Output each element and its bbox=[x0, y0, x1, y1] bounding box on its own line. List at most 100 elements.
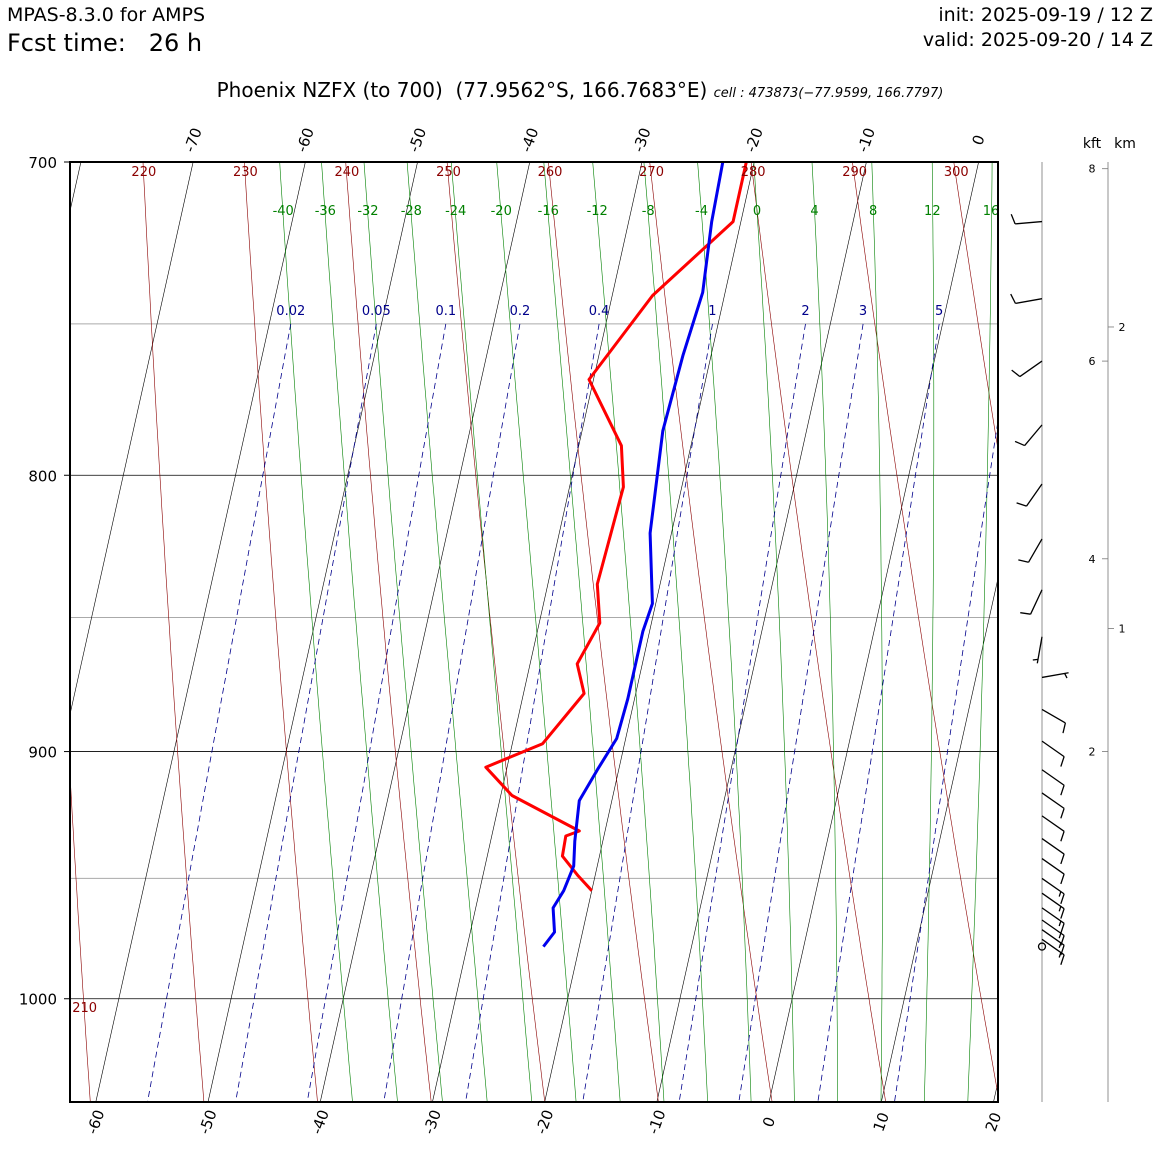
mixing-ratio-label: 0.1 bbox=[435, 304, 456, 319]
moist-adiabat bbox=[321, 162, 398, 1102]
mixing-ratio-label: 1 bbox=[708, 304, 716, 319]
valid-time: valid: 2025-09-20 / 14 Z bbox=[922, 29, 1153, 51]
kft-tick-label: 8 bbox=[1089, 163, 1096, 176]
cell-info: cell : 473873(−77.9599, 166.7797) bbox=[713, 86, 944, 101]
wind-barb bbox=[1041, 892, 1065, 919]
isotherm bbox=[70, 162, 194, 716]
dry-adiabat bbox=[953, 162, 998, 452]
dry-adiabat bbox=[1055, 162, 1160, 1113]
moist-adiabat-label: -28 bbox=[401, 204, 422, 219]
isotherm-tick-label-top: -10 bbox=[854, 125, 879, 154]
isotherm bbox=[656, 162, 867, 1102]
dry-adiabat bbox=[70, 770, 91, 1102]
isotherm bbox=[768, 162, 979, 1102]
moist-adiabat bbox=[753, 162, 795, 1102]
dry-adiabat bbox=[852, 162, 998, 1097]
pressure-tick-label: 800 bbox=[28, 467, 57, 485]
mixing-ratio-label: 3 bbox=[859, 304, 867, 319]
isotherm-tick-label-top: -60 bbox=[293, 125, 318, 154]
wind-barb bbox=[1016, 483, 1043, 507]
isotherm-tick-label-top: -70 bbox=[180, 125, 205, 154]
moist-adiabat bbox=[363, 162, 443, 1102]
wind-barb bbox=[1041, 838, 1065, 865]
dry-adiabat-label: 250 bbox=[436, 165, 461, 180]
wind-barb bbox=[1014, 424, 1043, 447]
mixing-ratio-line bbox=[894, 418, 998, 1102]
moist-adiabat-label: 12 bbox=[924, 204, 941, 219]
isotherm-tick-label-top: -30 bbox=[629, 125, 654, 154]
isotherm-tick-label-bottom: 20 bbox=[982, 1110, 1005, 1134]
wind-barb bbox=[1020, 589, 1043, 615]
moist-adiabat bbox=[451, 162, 533, 1102]
isotherm bbox=[432, 162, 643, 1102]
chart-title: Phoenix NZFX (to 700) (77.9562°S, 166.76… bbox=[0, 78, 1160, 102]
moist-adiabat-label: -32 bbox=[357, 204, 378, 219]
moist-adiabat bbox=[279, 162, 353, 1102]
moist-adiabat bbox=[496, 162, 577, 1102]
pressure-tick-label: 900 bbox=[28, 744, 57, 762]
moist-adiabat bbox=[967, 162, 993, 1102]
isotherm-tick-label-top: -50 bbox=[405, 125, 430, 154]
wind-barb bbox=[1011, 360, 1043, 378]
moist-adiabat bbox=[697, 162, 752, 1102]
mixing-ratio-line bbox=[306, 323, 447, 1102]
mixing-ratio-line bbox=[817, 323, 940, 1102]
mixing-ratio-line bbox=[738, 323, 864, 1102]
dry-adiabat-label: 270 bbox=[639, 165, 664, 180]
wind-barb bbox=[1041, 708, 1067, 734]
moist-adiabat-label: 8 bbox=[869, 204, 877, 219]
profile-lines bbox=[484, 162, 748, 948]
kft-tick-label: 4 bbox=[1089, 553, 1096, 566]
moist-adiabat-label: 4 bbox=[810, 204, 818, 219]
isotherm bbox=[95, 162, 306, 1102]
dry-adiabat-label: 260 bbox=[538, 165, 563, 180]
dry-adiabat bbox=[142, 162, 205, 1102]
moist-adiabat-label: 16 bbox=[983, 204, 1000, 219]
wind-barb bbox=[1041, 769, 1065, 796]
isotherm-tick-label-bottom: -40 bbox=[308, 1107, 333, 1136]
mixing-ratio-label: 2 bbox=[801, 304, 809, 319]
dry-adiabat bbox=[244, 162, 318, 1102]
pressure-tick-label: 700 bbox=[28, 154, 57, 172]
dry-adiabat-label: 280 bbox=[741, 165, 766, 180]
mixing-ratio-label: 0.02 bbox=[276, 304, 305, 319]
moist-adiabat bbox=[592, 162, 665, 1102]
dry-adiabat-label: 300 bbox=[944, 165, 969, 180]
wind-barb bbox=[1032, 636, 1043, 664]
kft-tick-label: 2 bbox=[1089, 746, 1096, 759]
mixing-ratio-line bbox=[582, 323, 713, 1102]
height-axes: kft km 8 6 4 2 2 1 bbox=[1083, 136, 1136, 1102]
wind-barb bbox=[1010, 293, 1043, 305]
isotherm bbox=[544, 162, 755, 1102]
moist-adiabat bbox=[871, 162, 883, 1102]
wind-barb bbox=[1041, 740, 1065, 767]
station-name: Phoenix NZFX (to 700) bbox=[216, 78, 443, 102]
mixing-ratio-line bbox=[383, 323, 521, 1102]
dry-adiabat bbox=[446, 162, 546, 1102]
dry-adiabat-label: 230 bbox=[233, 165, 258, 180]
mixing-ratio-label: 5 bbox=[935, 304, 943, 319]
forecast-time-value: 26 h bbox=[148, 29, 203, 57]
wind-barb bbox=[1041, 858, 1065, 885]
isotherm-tick-label-top: -20 bbox=[742, 125, 767, 154]
moist-adiabat-label: -20 bbox=[491, 204, 512, 219]
km-tick-label: 2 bbox=[1119, 321, 1126, 334]
moist-adiabat-label: -16 bbox=[538, 204, 559, 219]
moist-adiabat-label: -40 bbox=[273, 204, 294, 219]
moist-adiabat bbox=[406, 162, 488, 1102]
init-time: init: 2025-09-19 / 12 Z bbox=[938, 4, 1153, 26]
isotherm-tick-label-bottom: -10 bbox=[644, 1107, 669, 1136]
wind-barb bbox=[1010, 213, 1043, 225]
wind-barb bbox=[1018, 538, 1043, 563]
mixing-ratio-label: 0.2 bbox=[510, 304, 531, 319]
dry-adiabat bbox=[548, 162, 659, 1102]
mixing-ratio-line bbox=[678, 323, 806, 1102]
wind-barb bbox=[1041, 907, 1065, 934]
isotherm bbox=[881, 577, 998, 1102]
wind-barb bbox=[1041, 877, 1065, 905]
model-name: MPAS-8.3.0 for AMPS bbox=[7, 4, 206, 26]
wind-barbs bbox=[1010, 162, 1069, 1102]
